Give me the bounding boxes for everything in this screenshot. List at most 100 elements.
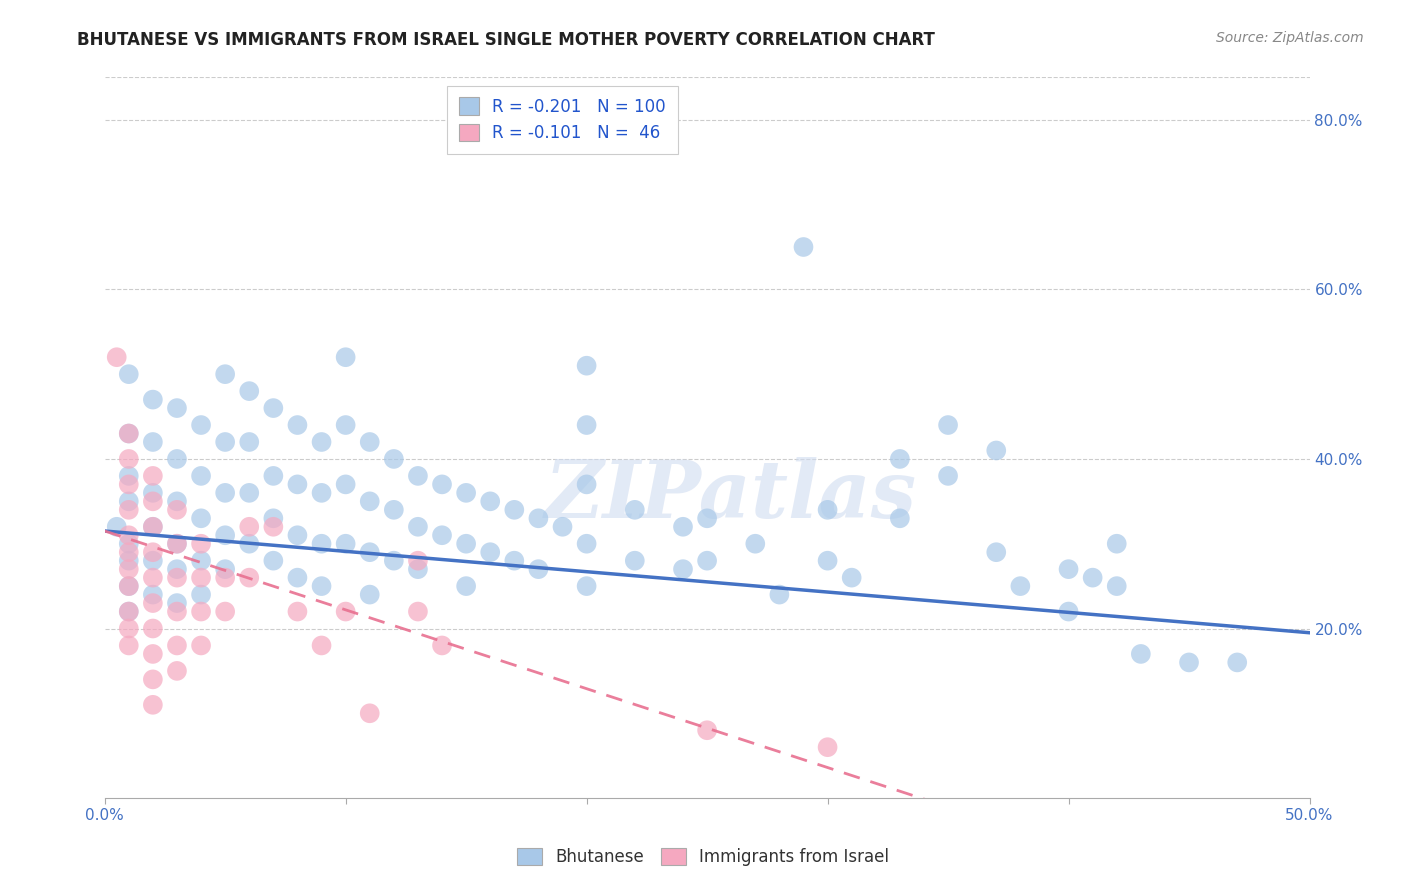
Point <box>1226 656 1249 670</box>
Point <box>311 486 333 500</box>
Point <box>142 596 165 610</box>
Point <box>817 740 839 755</box>
Point <box>817 554 839 568</box>
Point <box>527 511 550 525</box>
Point <box>1057 562 1080 576</box>
Point <box>768 588 790 602</box>
Point <box>430 639 453 653</box>
Point <box>142 486 165 500</box>
Point <box>456 579 478 593</box>
Point <box>792 240 814 254</box>
Point <box>118 554 141 568</box>
Point <box>190 511 212 525</box>
Point <box>214 528 236 542</box>
Point <box>142 435 165 450</box>
Point <box>1105 537 1128 551</box>
Point <box>166 571 188 585</box>
Point <box>142 647 165 661</box>
Point <box>190 571 212 585</box>
Point <box>190 605 212 619</box>
Point <box>118 503 141 517</box>
Point <box>1129 647 1152 661</box>
Point <box>105 350 128 364</box>
Point <box>287 477 309 491</box>
Point <box>142 545 165 559</box>
Point <box>262 469 284 483</box>
Point <box>744 537 766 551</box>
Point <box>623 554 645 568</box>
Point <box>406 469 429 483</box>
Point <box>335 537 357 551</box>
Point <box>359 588 381 602</box>
Point <box>359 706 381 721</box>
Point <box>672 520 695 534</box>
Text: Source: ZipAtlas.com: Source: ZipAtlas.com <box>1216 31 1364 45</box>
Point <box>406 605 429 619</box>
Point <box>575 477 598 491</box>
Point <box>238 384 260 398</box>
Point <box>456 486 478 500</box>
Point <box>359 435 381 450</box>
Point <box>118 537 141 551</box>
Point <box>311 639 333 653</box>
Point <box>335 350 357 364</box>
Point <box>359 494 381 508</box>
Point <box>190 469 212 483</box>
Text: BHUTANESE VS IMMIGRANTS FROM ISRAEL SINGLE MOTHER POVERTY CORRELATION CHART: BHUTANESE VS IMMIGRANTS FROM ISRAEL SING… <box>77 31 935 49</box>
Point <box>311 579 333 593</box>
Point <box>118 605 141 619</box>
Point <box>166 494 188 508</box>
Point <box>118 545 141 559</box>
Point <box>118 367 141 381</box>
Point <box>142 673 165 687</box>
Point <box>696 511 718 525</box>
Point <box>166 401 188 415</box>
Point <box>238 571 260 585</box>
Point <box>456 537 478 551</box>
Point <box>503 503 526 517</box>
Point <box>118 469 141 483</box>
Point <box>936 417 959 432</box>
Point <box>142 571 165 585</box>
Point <box>166 537 188 551</box>
Point <box>696 554 718 568</box>
Point <box>118 605 141 619</box>
Point <box>142 392 165 407</box>
Point <box>335 417 357 432</box>
Point <box>166 452 188 467</box>
Text: ZIPatlas: ZIPatlas <box>546 457 917 534</box>
Point <box>214 562 236 576</box>
Point <box>142 698 165 712</box>
Point <box>936 469 959 483</box>
Point <box>190 554 212 568</box>
Point <box>889 511 911 525</box>
Point <box>142 554 165 568</box>
Point <box>503 554 526 568</box>
Point <box>335 477 357 491</box>
Point <box>1010 579 1032 593</box>
Point <box>527 562 550 576</box>
Point <box>575 359 598 373</box>
Point <box>142 520 165 534</box>
Point <box>142 520 165 534</box>
Point <box>335 605 357 619</box>
Point <box>166 596 188 610</box>
Point <box>406 520 429 534</box>
Point <box>166 537 188 551</box>
Point <box>214 367 236 381</box>
Point <box>214 435 236 450</box>
Point <box>118 562 141 576</box>
Point <box>166 605 188 619</box>
Point <box>214 605 236 619</box>
Point <box>986 545 1008 559</box>
Point <box>118 579 141 593</box>
Point <box>142 494 165 508</box>
Point <box>142 622 165 636</box>
Point <box>479 494 502 508</box>
Point <box>118 426 141 441</box>
Point <box>214 571 236 585</box>
Point <box>118 639 141 653</box>
Point <box>166 664 188 678</box>
Legend: R = -0.201   N = 100, R = -0.101   N =  46: R = -0.201 N = 100, R = -0.101 N = 46 <box>447 86 678 153</box>
Point <box>190 639 212 653</box>
